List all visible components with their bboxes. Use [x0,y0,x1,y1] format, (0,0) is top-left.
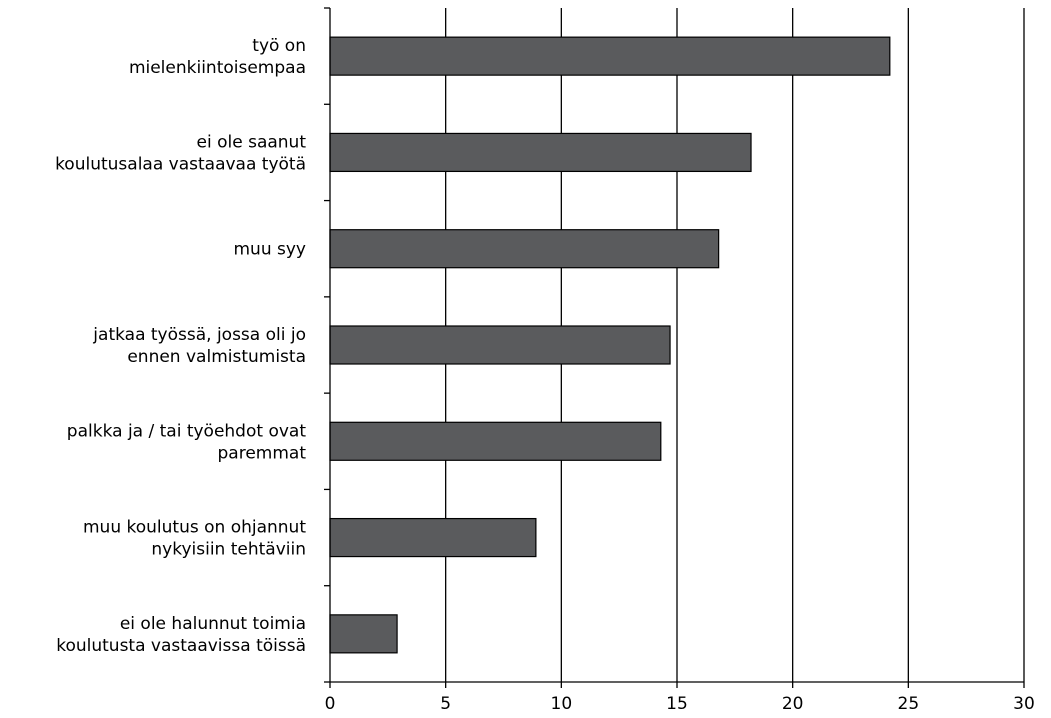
category-label: palkka ja / tai työehdot ovat paremmat [67,421,307,463]
x-tick-label: 5 [440,694,451,714]
bar [329,132,752,173]
bar [329,325,671,365]
category-label-line: palkka ja / tai työehdot ovat [67,421,307,441]
x-tick-label: 10 [551,694,573,714]
category-label-line: muu syy [234,240,307,260]
category-label-line: nykyisiin tehtäviin [151,540,306,560]
category-label: ei ole halunnut toimia koulutusta vastaav… [56,614,306,656]
x-tick-label: 15 [666,694,688,714]
category-label-line: ei ole saanut [197,132,307,152]
category-label-line: ennen valmistumista [127,347,306,367]
category-label-line: jatkaa työssä, jossa oli jo [92,325,306,345]
bar [329,36,891,76]
gridlines [445,8,1025,682]
x-tick-label: 30 [1013,694,1035,714]
x-tick-label: 25 [898,694,920,714]
category-label: työ on mielenkiintoisempaa [129,36,306,78]
category-label: ei ole saanut koulutusalaa vastaavaa työt… [55,132,306,174]
x-tick-label: 0 [325,694,336,714]
category-label: muu koulutus on ohjannut nykyisiin tehtäv… [83,518,306,560]
x-tick-label: 20 [782,694,804,714]
category-label-line: paremmat [218,443,307,463]
bar [329,229,720,269]
category-label-line: työ on [252,36,306,56]
bars [329,36,891,654]
category-label-line: ei ole halunnut toimia [120,614,306,634]
category-label: jatkaa työssä, jossa oli jo ennen valmist… [92,325,306,367]
bar [329,517,537,558]
category-label-line: koulutusalaa vastaavaa työtä [55,154,306,174]
category-label: muu syy [234,240,307,260]
category-label-line: muu koulutus on ohjannut [83,518,306,538]
category-label-line: koulutusta vastaavissa töissä [56,636,306,656]
bar [329,614,398,654]
bar [329,421,662,461]
x-tick-labels: 0 5 10 15 20 25 30 [325,694,1035,714]
axes [324,7,1025,688]
category-label-line: mielenkiintoisempaa [129,58,306,78]
